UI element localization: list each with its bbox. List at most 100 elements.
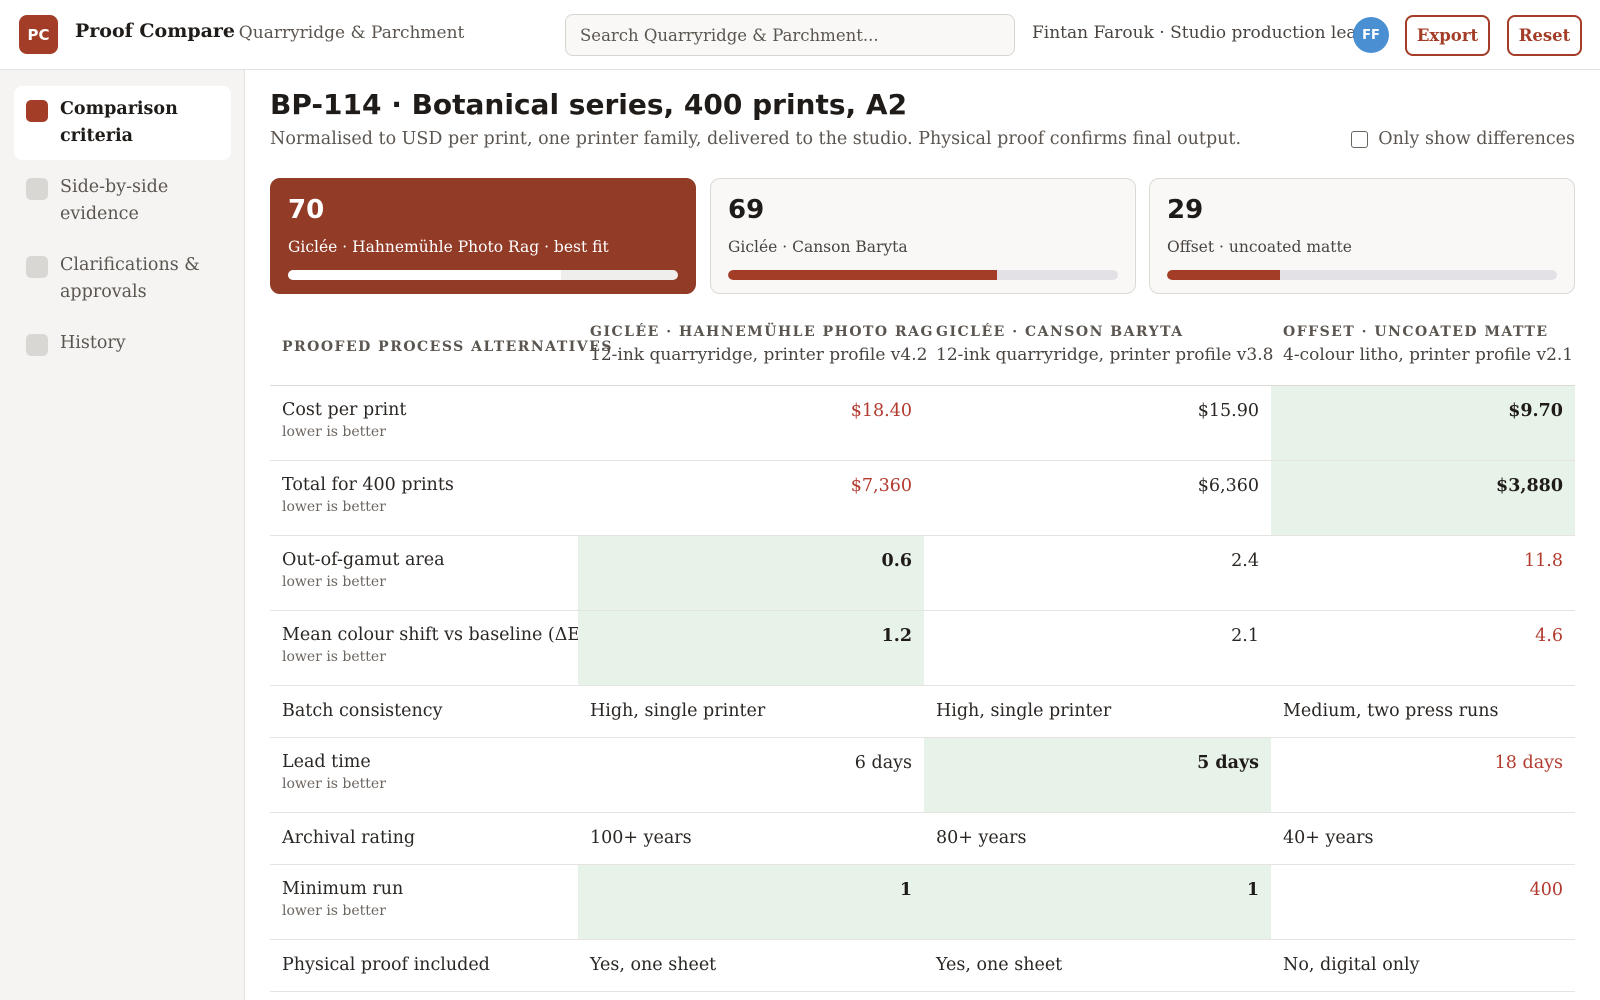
sidebar-marker-icon — [26, 256, 48, 278]
value-cell: 18 days — [1271, 738, 1575, 812]
column-header-offset: Offset · uncoated matte 4-colour litho, … — [1283, 324, 1600, 365]
column-subtitle: 4-colour litho, printer profile v2.1 — [1283, 345, 1574, 365]
cell-value: Yes, one sheet — [590, 955, 717, 975]
row-hint: lower is better — [282, 776, 386, 792]
row-label-cell: Archival rating — [282, 828, 415, 848]
value-cell: 2.1 — [924, 611, 1271, 685]
value-cell: Yes, one sheet — [924, 940, 1271, 991]
row-label: Total for 400 prints — [282, 475, 454, 495]
cell-value: $18.40 — [850, 401, 912, 421]
table-row-archival-rating: Archival rating 100+ years 80+ years 40+… — [270, 813, 1575, 865]
score-bar — [288, 270, 678, 280]
sidebar-marker-icon — [26, 100, 48, 122]
value-cell: High, single printer — [578, 686, 924, 737]
cell-value: $3,880 — [1496, 476, 1563, 496]
value-cell: 1.2 — [578, 611, 924, 685]
value-cell: High, single printer — [924, 686, 1271, 737]
sidebar-item-history[interactable]: History — [14, 320, 231, 367]
app-title: Proof Compare — [75, 20, 236, 42]
comparison-table: Proofed process alternatives Giclée · Ha… — [270, 306, 1575, 992]
row-label: Archival rating — [282, 828, 416, 848]
cell-value: 6 days — [854, 753, 912, 773]
cell-value: Medium, two press runs — [1283, 701, 1499, 721]
sidebar-marker-icon — [26, 178, 48, 200]
score-card-hahnemuhle[interactable]: 70 Giclée · Hahnemühle Photo Rag · best … — [270, 178, 696, 294]
column-name: Offset · uncoated matte — [1283, 324, 1549, 340]
cell-value: High, single printer — [590, 701, 766, 721]
value-cell: 400 — [1271, 865, 1575, 939]
value-cell: Yes, one sheet — [578, 940, 924, 991]
row-label-cell: Cost per print lower is better — [282, 400, 406, 440]
sidebar-item-label: Clarifications & approvals — [60, 255, 200, 302]
row-label: Cost per print — [282, 400, 407, 420]
user-name: Fintan Farouk · Studio production lead — [1032, 23, 1368, 43]
value-cell: $9.70 — [1271, 386, 1575, 460]
value-cell: 11.8 — [1271, 536, 1575, 610]
only-differences-toggle[interactable]: Only show differences — [1351, 129, 1575, 149]
table-header: Proofed process alternatives Giclée · Ha… — [270, 306, 1575, 386]
cell-value: 2.1 — [1231, 626, 1259, 646]
table-row-total: Total for 400 prints lower is better $7,… — [270, 461, 1575, 536]
company-name: · Quarryridge & Parchment — [228, 23, 465, 43]
value-cell: No, digital only — [1271, 940, 1575, 991]
cell-value: $15.90 — [1197, 401, 1259, 421]
column-name: Giclée · Canson Baryta — [936, 324, 1184, 340]
cell-value: 5 days — [1197, 753, 1259, 773]
sidebar-item-clarifications-approvals[interactable]: Clarifications & approvals — [14, 242, 231, 316]
score-value: 70 — [288, 195, 325, 225]
sidebar-item-label: Side-by-side evidence — [60, 177, 169, 224]
row-label-cell: Mean colour shift vs baseline (ΔE) lower… — [282, 625, 587, 665]
cell-value: 0.6 — [881, 551, 912, 571]
score-label: Offset · uncoated matte — [1167, 238, 1352, 256]
row-label-cell: Out-of-gamut area lower is better — [282, 550, 445, 590]
sidebar-item-comparison-criteria[interactable]: Comparison criteria — [14, 86, 231, 160]
cell-value: High, single printer — [936, 701, 1112, 721]
value-cell: $3,880 — [1271, 461, 1575, 535]
cell-value: 18 days — [1494, 753, 1563, 773]
row-label-cell: Physical proof included — [282, 955, 490, 975]
row-hint: lower is better — [282, 574, 386, 590]
cell-value: 80+ years — [936, 828, 1027, 848]
score-card-offset[interactable]: 29 Offset · uncoated matte — [1149, 178, 1575, 294]
score-bar-fill — [728, 270, 998, 280]
value-cell: Medium, two press runs — [1271, 686, 1575, 737]
table-row-physical-proof: Physical proof included Yes, one sheet Y… — [270, 940, 1575, 992]
row-label-cell: Minimum run lower is better — [282, 879, 403, 919]
reset-button[interactable]: Reset — [1507, 15, 1582, 56]
score-card-canson[interactable]: 69 Giclée · Canson Baryta — [710, 178, 1136, 294]
value-cell: 5 days — [924, 738, 1271, 812]
value-cell: $15.90 — [924, 386, 1271, 460]
cell-value: 4.6 — [1535, 626, 1563, 646]
score-value: 29 — [1167, 195, 1204, 225]
value-cell: 1 — [578, 865, 924, 939]
sidebar-marker-icon — [26, 334, 48, 356]
value-cell: 0.6 — [578, 536, 924, 610]
cell-value: 400 — [1529, 880, 1563, 900]
cell-value: $7,360 — [850, 476, 912, 496]
sidebar: Comparison criteria Side-by-side evidenc… — [0, 70, 245, 1000]
row-label: Mean colour shift vs baseline (ΔE) — [282, 625, 587, 645]
row-label: Out-of-gamut area — [282, 550, 445, 570]
column-subtitle: 12-ink quarryridge, printer profile v4.2 — [590, 345, 928, 365]
cell-value: 11.8 — [1524, 551, 1563, 571]
value-cell: $7,360 — [578, 461, 924, 535]
row-label-cell: Batch consistency — [282, 701, 442, 721]
table-row-batch-consistency: Batch consistency High, single printer H… — [270, 686, 1575, 738]
export-button[interactable]: Export — [1405, 15, 1490, 56]
table-row-lead-time: Lead time lower is better 6 days 5 days … — [270, 738, 1575, 813]
page-subtitle: Normalised to USD per print, one printer… — [270, 129, 1242, 149]
cell-value: $6,360 — [1197, 476, 1259, 496]
search-input[interactable] — [565, 14, 1015, 56]
sidebar-item-label: Comparison criteria — [60, 99, 178, 146]
row-label: Lead time — [282, 752, 371, 772]
avatar[interactable]: FF — [1353, 17, 1389, 53]
sidebar-item-side-by-side-evidence[interactable]: Side-by-side evidence — [14, 164, 231, 238]
value-cell: 2.4 — [924, 536, 1271, 610]
page-title: BP-114 · Botanical series, 400 prints, A… — [270, 88, 908, 121]
row-hint: lower is better — [282, 903, 386, 919]
table-row-cost-per-print: Cost per print lower is better $18.40 $1… — [270, 386, 1575, 461]
row-label: Minimum run — [282, 879, 404, 899]
checkbox-icon[interactable] — [1351, 130, 1369, 148]
value-cell: 6 days — [578, 738, 924, 812]
table-row-minimum-run: Minimum run lower is better 1 1 400 — [270, 865, 1575, 940]
